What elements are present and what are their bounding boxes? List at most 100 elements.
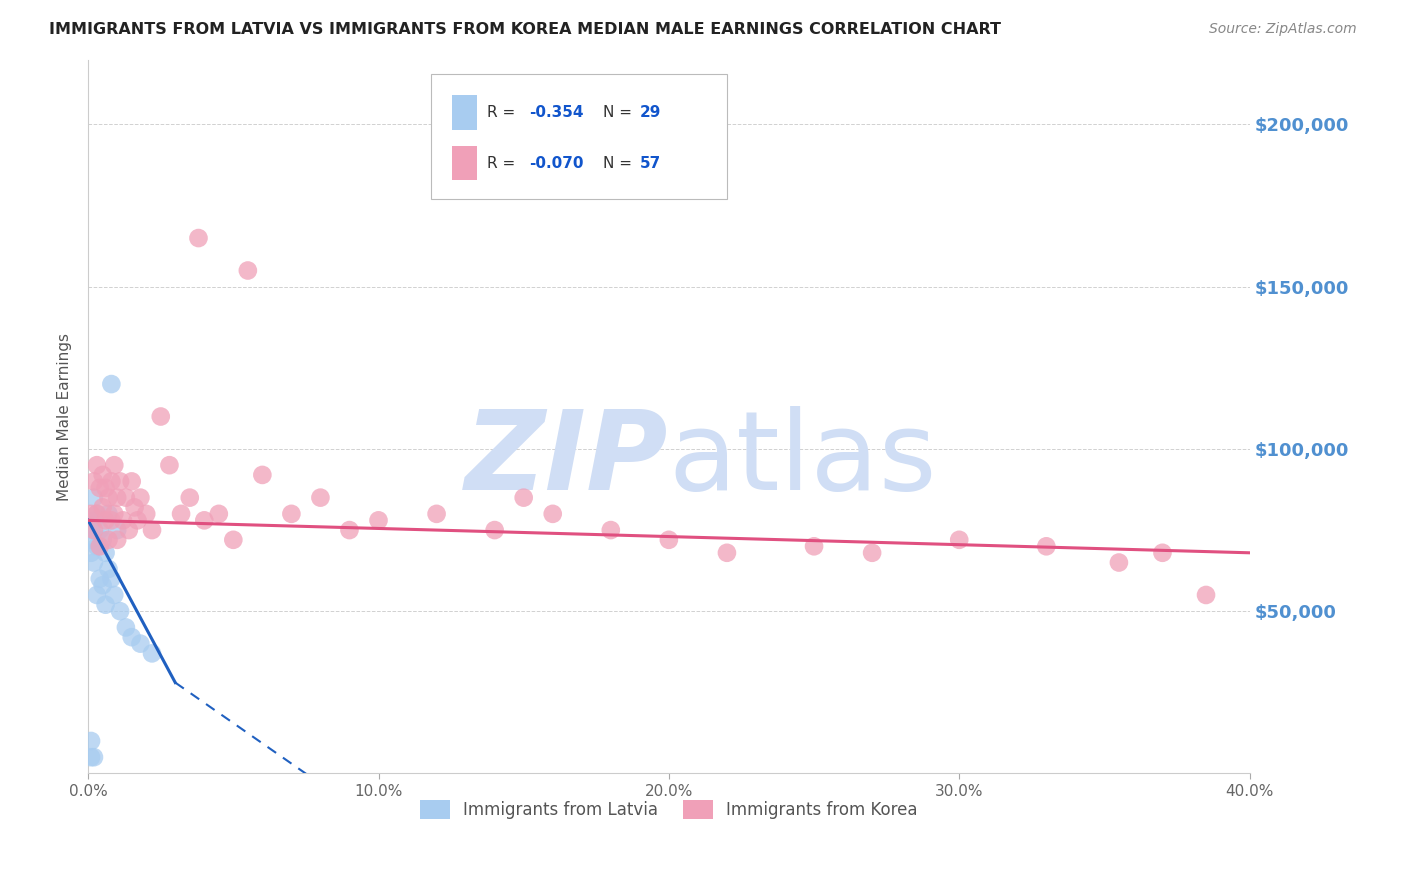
Point (108, 604, 131, 618)
Point (83, 491, 105, 505)
Point (803, 539, 825, 553)
Point (103, 507, 125, 521)
Point (135, 507, 157, 521)
Point (127, 513, 149, 527)
Point (236, 263, 259, 277)
Point (80, 546, 103, 560)
Point (94, 481, 117, 495)
Point (80, 734, 103, 748)
Point (89, 481, 111, 495)
Point (1108, 556, 1130, 570)
Point (179, 491, 201, 505)
Text: -0.354: -0.354 (530, 105, 583, 120)
Point (1152, 546, 1174, 560)
Point (658, 533, 681, 547)
Point (97, 533, 120, 547)
Point (187, 231, 209, 245)
FancyBboxPatch shape (430, 74, 727, 199)
Point (105, 533, 128, 547)
Point (89, 539, 111, 553)
Point (159, 458, 181, 473)
Point (97, 507, 120, 521)
Point (1035, 539, 1057, 553)
Point (83, 475, 105, 489)
Point (100, 572, 122, 586)
Point (103, 588, 125, 602)
Point (141, 646, 163, 660)
Point (118, 523, 141, 537)
Point (80, 750, 103, 764)
Point (149, 409, 172, 424)
Point (208, 507, 231, 521)
Text: IMMIGRANTS FROM LATVIA VS IMMIGRANTS FROM KOREA MEDIAN MALE EARNINGS CORRELATION: IMMIGRANTS FROM LATVIA VS IMMIGRANTS FRO… (49, 22, 1001, 37)
Point (86, 588, 108, 602)
Point (170, 507, 193, 521)
Point (484, 523, 506, 537)
Text: R =: R = (486, 105, 520, 120)
Bar (451, 95, 477, 129)
Point (716, 546, 738, 560)
Point (80, 523, 103, 537)
Y-axis label: Median Male Earnings: Median Male Earnings (58, 333, 72, 500)
Point (141, 523, 163, 537)
Point (86, 539, 108, 553)
Point (129, 491, 152, 505)
Point (1195, 588, 1218, 602)
Point (94, 598, 117, 612)
Point (121, 475, 143, 489)
Point (83, 750, 105, 764)
Text: N =: N = (603, 105, 637, 120)
Point (89, 523, 111, 537)
Point (339, 523, 361, 537)
Point (108, 475, 131, 489)
Point (97, 562, 120, 576)
Point (121, 630, 143, 644)
Point (80, 507, 103, 521)
Point (541, 507, 564, 521)
Point (83, 556, 105, 570)
Text: N =: N = (603, 155, 637, 170)
Text: atlas: atlas (669, 406, 938, 513)
Point (86, 507, 108, 521)
Point (222, 533, 245, 547)
Point (91, 533, 114, 547)
Legend: Immigrants from Latvia, Immigrants from Korea: Immigrants from Latvia, Immigrants from … (413, 793, 925, 826)
Text: 57: 57 (640, 155, 661, 170)
Point (105, 523, 128, 537)
Point (91, 467, 114, 482)
Point (426, 507, 449, 521)
Point (105, 491, 128, 505)
Point (111, 513, 134, 527)
Point (83, 523, 105, 537)
Point (100, 475, 122, 489)
Point (103, 458, 125, 473)
Point (309, 491, 332, 505)
Point (91, 500, 114, 515)
Point (94, 513, 117, 527)
Point (599, 523, 621, 537)
Point (193, 513, 215, 527)
Bar (451, 146, 477, 180)
Point (80, 533, 103, 547)
Text: R =: R = (486, 155, 520, 170)
Text: 29: 29 (640, 105, 661, 120)
Point (367, 513, 389, 527)
Point (94, 546, 117, 560)
Point (89, 572, 111, 586)
Point (91, 578, 114, 592)
Point (948, 533, 970, 547)
Point (86, 458, 108, 473)
Point (252, 467, 274, 482)
Point (86, 507, 108, 521)
Point (97, 491, 120, 505)
Point (129, 637, 152, 651)
Point (115, 491, 138, 505)
Point (280, 507, 302, 521)
Point (100, 377, 122, 392)
Point (860, 546, 883, 560)
Text: ZIP: ZIP (465, 406, 669, 513)
Point (124, 500, 146, 515)
Text: Source: ZipAtlas.com: Source: ZipAtlas.com (1209, 22, 1357, 37)
Text: -0.070: -0.070 (530, 155, 583, 170)
Point (83, 513, 105, 527)
